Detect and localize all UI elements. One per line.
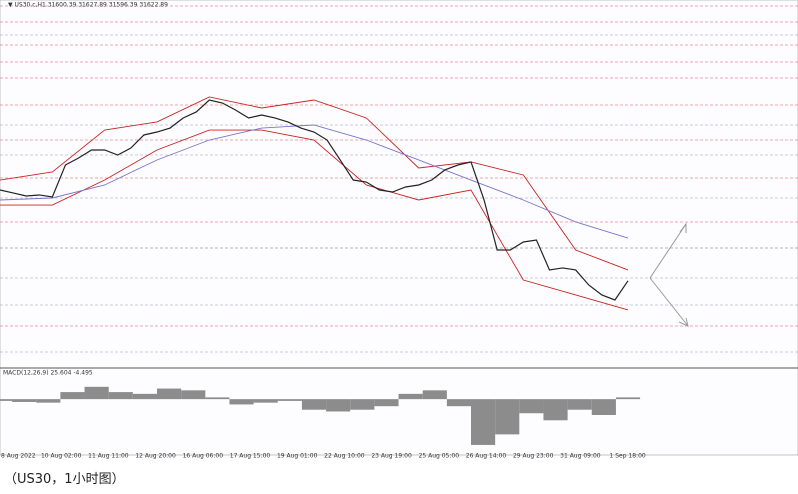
x-tick-label: 17 Aug 15:00 — [230, 453, 271, 460]
level-lines — [0, 5, 798, 353]
macd-bar — [12, 399, 37, 402]
chart: ▼ US30.c,H1 31600.39 31627.89 31596.39 3… — [0, 0, 798, 460]
x-tick-label: 19 Aug 01:00 — [277, 453, 318, 460]
macd-bar — [0, 399, 13, 401]
macd-bar — [108, 392, 133, 400]
macd-bar — [615, 397, 641, 400]
arrows — [649, 222, 689, 327]
price-line — [0, 124, 629, 239]
macd-bar — [446, 399, 471, 407]
x-tick-label: 11 Aug 11:00 — [88, 453, 129, 460]
macd-bar — [132, 393, 157, 400]
macd-bar — [519, 399, 544, 414]
macd-title: MACD(12,26,9) 25.604 -4.495 — [3, 370, 93, 377]
x-tick-label: 26 Aug 14:00 — [466, 453, 507, 460]
macd-bar — [471, 399, 496, 445]
arrow-head — [679, 222, 687, 233]
x-tick-label: 8 Aug 2022 — [1, 453, 36, 460]
x-tick-label: 25 Aug 05:00 — [419, 453, 460, 460]
arrow-down — [649, 277, 689, 327]
price-line — [0, 96, 629, 271]
x-tick-label: 23 Aug 19:00 — [371, 453, 412, 460]
macd-bar — [181, 390, 206, 400]
x-tick-label: 10 Aug 02:00 — [41, 453, 82, 460]
x-tick-label: 12 Aug 20:00 — [135, 453, 176, 460]
macd-bar — [60, 392, 85, 400]
macd-bar — [495, 399, 520, 435]
price-line — [0, 129, 629, 311]
macd-bar — [253, 399, 278, 403]
price-line — [0, 99, 629, 301]
macd-bar — [591, 399, 616, 415]
macd-bar — [229, 399, 254, 405]
x-tick-label: 1 Sep 18:00 — [609, 453, 645, 460]
plot-frame — [0, 0, 798, 456]
x-tick-label: 22 Aug 10:00 — [324, 453, 365, 460]
macd-bar — [543, 399, 568, 421]
macd-bar — [301, 399, 327, 410]
macd-bar — [84, 386, 109, 400]
macd-bar — [567, 399, 592, 410]
macd-bar — [157, 388, 182, 400]
arrow-head — [678, 317, 689, 327]
macd-bar — [277, 399, 302, 401]
macd-bar — [374, 399, 399, 407]
macd-bar — [398, 393, 423, 400]
arrow-up — [649, 223, 687, 279]
caption: （US30，1小时图） — [4, 472, 125, 487]
macd-bar — [36, 399, 61, 403]
x-tick-label: 31 Aug 09:00 — [560, 453, 601, 460]
macd-bar — [205, 397, 230, 400]
chart-title: ▼ US30.c,H1 31600.39 31627.89 31596.39 3… — [8, 2, 168, 9]
macd-bar — [326, 399, 351, 412]
macd-bar — [422, 390, 447, 400]
x-tick-label: 16 Aug 06:00 — [183, 453, 224, 460]
x-tick-label: 29 Aug 23:00 — [513, 453, 554, 460]
macd-bar — [350, 399, 375, 410]
